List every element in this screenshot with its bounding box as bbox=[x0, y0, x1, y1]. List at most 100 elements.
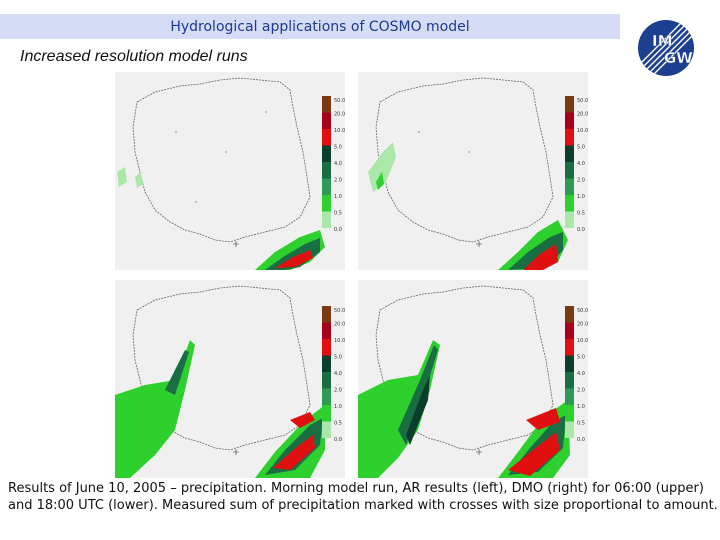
legend-label: 2.0 bbox=[334, 388, 342, 394]
legend-swatch bbox=[565, 388, 574, 405]
legend-label: 5.0 bbox=[334, 355, 342, 361]
legend-upper-right: 50.0 20.0 10.0 5.0 4.0 2.0 1.0 0.5 0.0 bbox=[565, 96, 588, 233]
legend-label: 10.0 bbox=[334, 338, 345, 344]
legend-swatch bbox=[322, 405, 331, 422]
legend-swatch bbox=[322, 145, 331, 162]
precip-green bbox=[376, 172, 384, 190]
legend-swatch bbox=[565, 112, 574, 129]
precip-dark bbox=[265, 418, 323, 475]
legend-swatch bbox=[322, 339, 331, 356]
precip-green bbox=[117, 167, 127, 187]
precip-red bbox=[526, 408, 560, 430]
map-panel-lower-left bbox=[115, 280, 345, 478]
legend-label: 0.5 bbox=[334, 421, 342, 427]
legend-label: 0.0 bbox=[334, 227, 342, 233]
legend-swatch bbox=[565, 129, 574, 146]
figure-caption: Results of June 10, 2005 – precipitation… bbox=[8, 481, 718, 513]
legend-label: 0.0 bbox=[577, 437, 585, 443]
map-svg bbox=[115, 285, 325, 478]
legend-label: 50.0 bbox=[334, 308, 345, 314]
legend-label: 1.0 bbox=[334, 404, 342, 410]
precip-green bbox=[358, 340, 440, 478]
legend-label: 50.0 bbox=[577, 308, 588, 314]
legend-label: 4.0 bbox=[577, 161, 585, 167]
logo-text-top: IM bbox=[652, 32, 673, 50]
legend-label: 2.0 bbox=[577, 178, 585, 184]
slide-header-title: Hydrological applications of COSMO model bbox=[170, 18, 470, 35]
legend-label: 0.0 bbox=[577, 227, 585, 233]
legend-label: 10.0 bbox=[334, 128, 345, 134]
station-crosses bbox=[476, 449, 482, 455]
legend-lower-right: 50.0 20.0 10.0 5.0 4.0 2.0 1.0 0.5 0.0 bbox=[565, 306, 588, 443]
legend-label: 5.0 bbox=[577, 355, 585, 361]
legend-swatch bbox=[322, 421, 331, 438]
precip-green bbox=[368, 142, 396, 192]
legend-label: 0.5 bbox=[334, 211, 342, 217]
legend-swatch bbox=[565, 322, 574, 339]
map-panel-lower-right bbox=[358, 280, 588, 478]
map-svg bbox=[117, 77, 330, 270]
legend-label: 0.5 bbox=[577, 211, 585, 217]
legend-label: 10.0 bbox=[577, 128, 588, 134]
legend-swatch bbox=[322, 178, 331, 195]
precip-red bbox=[290, 412, 315, 428]
legend-swatch bbox=[565, 96, 574, 113]
precip-dark bbox=[406, 375, 430, 445]
legend-label: 20.0 bbox=[334, 112, 345, 118]
legend-label: 20.0 bbox=[334, 322, 345, 328]
legend-swatch bbox=[322, 112, 331, 129]
legend-label: 1.0 bbox=[577, 194, 585, 200]
map-panel-upper-left bbox=[115, 72, 345, 270]
legend-label: 1.0 bbox=[577, 404, 585, 410]
precip-red bbox=[508, 432, 560, 476]
legend-label: 0.5 bbox=[577, 421, 585, 427]
legend-label: 5.0 bbox=[334, 145, 342, 151]
precip-dark bbox=[165, 350, 189, 395]
legend-swatch bbox=[322, 195, 331, 212]
map-svg bbox=[368, 77, 568, 270]
map-panel-upper-right bbox=[358, 72, 588, 270]
legend-swatch bbox=[565, 339, 574, 356]
country-border bbox=[375, 77, 554, 243]
legend-swatch bbox=[565, 195, 574, 212]
legend-lower-left: 50.0 20.0 10.0 5.0 4.0 2.0 1.0 0.5 0.0 bbox=[322, 306, 345, 443]
legend-upper-left: 50.0 20.0 10.0 5.0 4.0 2.0 1.0 0.5 0.0 bbox=[322, 96, 345, 233]
legend-label: 50.0 bbox=[577, 98, 588, 104]
legend-label: 20.0 bbox=[577, 112, 588, 118]
slide-subtitle: Increased resolution model runs bbox=[20, 48, 248, 65]
legend-swatch bbox=[322, 96, 331, 113]
station-crosses bbox=[418, 131, 482, 247]
precip-red bbox=[273, 435, 315, 470]
legend-swatch bbox=[322, 322, 331, 339]
precip-red bbox=[523, 244, 558, 270]
legend-label: 2.0 bbox=[577, 388, 585, 394]
precip-red bbox=[275, 250, 313, 268]
country-border bbox=[132, 77, 311, 243]
legend-swatch bbox=[565, 355, 574, 372]
legend-swatch bbox=[322, 355, 331, 372]
legend-swatch bbox=[565, 162, 574, 179]
precip-dark bbox=[265, 238, 320, 270]
legend-swatch bbox=[565, 372, 574, 389]
legend-swatch bbox=[322, 162, 331, 179]
legend-swatch bbox=[322, 211, 331, 228]
legend-swatch bbox=[565, 405, 574, 422]
legend-label: 5.0 bbox=[577, 145, 585, 151]
logo-text-bottom: GW bbox=[664, 49, 693, 67]
map-svg bbox=[358, 285, 570, 478]
legend-label: 2.0 bbox=[334, 178, 342, 184]
legend-swatch bbox=[322, 372, 331, 389]
legend-label: 4.0 bbox=[334, 161, 342, 167]
station-crosses bbox=[233, 449, 239, 455]
legend-swatch bbox=[565, 306, 574, 323]
legend-label: 10.0 bbox=[577, 338, 588, 344]
legend-swatch bbox=[322, 306, 331, 323]
station-crosses bbox=[175, 111, 267, 247]
imgw-logo: IM GW bbox=[638, 20, 694, 76]
legend-swatch bbox=[565, 211, 574, 228]
legend-swatch bbox=[322, 129, 331, 146]
legend-swatch bbox=[565, 145, 574, 162]
legend-label: 4.0 bbox=[334, 371, 342, 377]
precip-green bbox=[115, 340, 195, 478]
legend-swatch bbox=[322, 388, 331, 405]
